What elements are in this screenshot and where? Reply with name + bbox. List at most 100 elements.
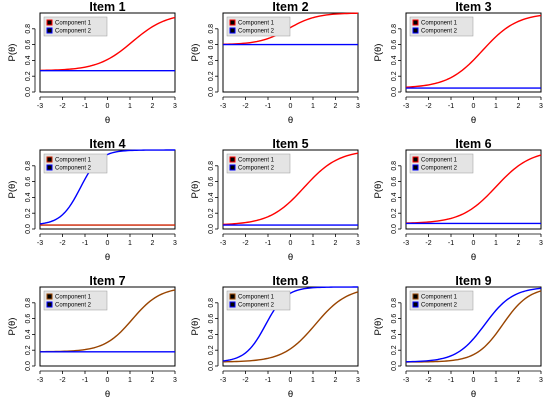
y-axis-label: P(θ) <box>373 44 384 62</box>
legend-label: Component 2 <box>238 29 275 35</box>
plot-title: Item 1 <box>89 0 125 14</box>
y-tick-label: 0.2 <box>208 71 215 81</box>
y-tick-label: 0.4 <box>25 55 32 65</box>
legend: Component 1 Component 2 <box>226 16 291 37</box>
legend-swatch-component-1 <box>229 293 236 300</box>
legend-swatch-component-1 <box>412 19 419 26</box>
y-tick-label: 0.2 <box>391 71 398 81</box>
legend: Component 1 Component 2 <box>43 290 108 311</box>
legend-box <box>226 290 291 311</box>
legend-label: Component 1 <box>55 21 92 27</box>
legend-swatch-component-2 <box>229 301 236 308</box>
curve-component-2 <box>405 287 542 363</box>
legend-swatch-component-1 <box>46 156 53 163</box>
y-tick-label: 0.2 <box>208 208 215 218</box>
y-axis-label: P(θ) <box>190 181 201 199</box>
x-axis-label: θ <box>471 252 476 263</box>
legend-swatch-component-2 <box>46 164 53 171</box>
legend-box <box>409 153 474 174</box>
x-tick-label: 3 <box>539 377 543 384</box>
y-tick-label: 0.4 <box>208 55 215 65</box>
legend: Component 1 Component 2 <box>226 290 291 311</box>
legend-swatch-component-2 <box>412 27 419 34</box>
x-tick-label: -1 <box>448 103 454 110</box>
y-tick-label: 0.6 <box>25 177 32 187</box>
x-tick-label: -2 <box>242 103 248 110</box>
x-tick-label: 2 <box>334 240 338 247</box>
legend-swatch-component-1 <box>229 156 236 163</box>
x-axis-label: θ <box>288 389 293 400</box>
y-tick-label: 0.4 <box>25 329 32 339</box>
curve-component-2 <box>222 286 358 362</box>
x-tick-label: -3 <box>37 240 43 247</box>
legend-swatch-component-2 <box>46 301 53 308</box>
y-tick-label: 0.8 <box>25 24 32 34</box>
y-tick-label: 0.0 <box>25 224 32 234</box>
x-tick-label: -2 <box>242 240 248 247</box>
y-axis-label: P(θ) <box>7 181 18 199</box>
y-tick-label: 0.6 <box>391 314 398 324</box>
x-tick-label: -1 <box>265 377 271 384</box>
legend: Component 1 Component 2 <box>226 153 291 174</box>
x-tick-label: 2 <box>334 103 338 110</box>
y-tick-label: 0.4 <box>25 192 32 202</box>
plot-title: Item 6 <box>455 137 491 151</box>
x-tick-label: -2 <box>59 240 65 247</box>
legend-label: Component 2 <box>238 166 275 172</box>
legend-box <box>43 16 108 37</box>
y-axis-label: P(θ) <box>190 318 201 336</box>
y-tick-label: 0.4 <box>208 329 215 339</box>
plot-title: Item 3 <box>455 0 491 14</box>
y-tick-label: 0.8 <box>208 24 215 34</box>
x-tick-label: -2 <box>242 377 248 384</box>
x-axis-label: θ <box>471 389 476 400</box>
y-tick-label: 0.0 <box>208 224 215 234</box>
x-tick-label: -2 <box>425 103 431 110</box>
item-plot-9: Item 9 -3 -2 -1 0 1 2 3 θ 0.0 0.2 0.4 0.6 0.8 P(θ) Comp… <box>373 274 543 400</box>
curve-component-2 <box>39 149 176 225</box>
y-tick-label: 0.6 <box>391 177 398 187</box>
curve-component-1 <box>405 290 542 363</box>
legend-swatch-component-2 <box>46 27 53 34</box>
legend-box <box>43 290 108 311</box>
y-tick-label: 0.2 <box>25 208 32 218</box>
x-tick-label: -1 <box>82 240 88 247</box>
legend-label: Component 2 <box>55 303 92 309</box>
y-tick-label: 0.0 <box>25 361 32 371</box>
legend-label: Component 1 <box>238 158 275 164</box>
x-tick-label: 1 <box>311 377 315 384</box>
legend-label: Component 1 <box>55 295 92 301</box>
legend-box <box>43 153 108 174</box>
y-tick-label: 0.2 <box>25 71 32 81</box>
x-tick-label: 1 <box>128 377 132 384</box>
legend-box <box>409 290 474 311</box>
legend-label: Component 2 <box>238 303 275 309</box>
x-tick-label: -3 <box>37 377 43 384</box>
legend-swatch-component-2 <box>412 164 419 171</box>
x-tick-label: 3 <box>356 240 360 247</box>
x-tick-label: 3 <box>356 103 360 110</box>
curve-component-1 <box>39 16 176 72</box>
item-plot-8: Item 8 -3 -2 -1 0 1 2 3 θ 0.0 0.2 0.4 0.6 0.8 P(θ) Comp… <box>190 274 360 400</box>
x-tick-label: -1 <box>82 377 88 384</box>
x-axis-label: θ <box>288 252 293 263</box>
y-tick-label: 0.8 <box>208 161 215 171</box>
y-tick-label: 0.0 <box>208 87 215 97</box>
item-plot-1: Item 1 -3 -2 -1 0 1 2 3 θ 0.0 0.2 0.4 0.6 0.8 P(θ) Comp… <box>7 0 177 126</box>
x-tick-label: 1 <box>494 103 498 110</box>
y-tick-label: 0.8 <box>391 161 398 171</box>
y-tick-label: 0.4 <box>391 192 398 202</box>
x-tick-label: 3 <box>173 103 177 110</box>
x-axis-label: θ <box>105 115 110 126</box>
x-tick-label: 0 <box>106 240 110 247</box>
x-tick-label: 2 <box>151 377 155 384</box>
x-tick-label: -2 <box>425 377 431 384</box>
x-axis-label: θ <box>288 115 293 126</box>
curve-component-1 <box>222 291 359 363</box>
x-tick-label: -1 <box>265 240 271 247</box>
x-tick-label: 3 <box>539 103 543 110</box>
x-tick-label: 2 <box>517 377 521 384</box>
y-tick-label: 0.8 <box>25 161 32 171</box>
legend-label: Component 1 <box>238 21 275 27</box>
